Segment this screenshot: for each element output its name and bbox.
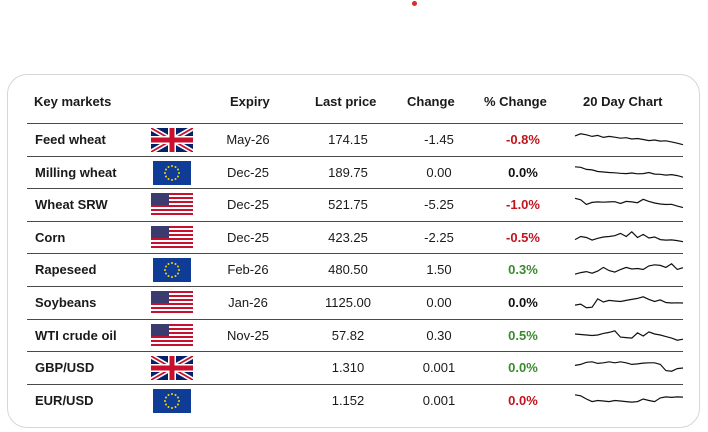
sparkline-chart — [574, 394, 684, 403]
row-divider — [27, 286, 683, 287]
eu-flag-icon — [151, 160, 193, 185]
row-divider — [27, 383, 683, 385]
header-pct-change: % Change — [484, 94, 547, 109]
header-expiry: Expiry — [230, 94, 270, 109]
table-row: Corn Dec-25 423.25 -2.25 -0.5% — [27, 220, 684, 254]
market-name: Soybeans — [35, 295, 97, 310]
sparkline-chart — [574, 165, 684, 178]
last-price-value: 174.15 — [328, 132, 368, 147]
change-value: 0.30 — [426, 327, 452, 343]
last-price-value: 480.50 — [328, 262, 368, 278]
pct-change-value: -1.0% — [506, 197, 540, 213]
row-divider — [27, 253, 683, 255]
table-row: Feed wheat May-26 174.15 -1.45 -0.8% — [27, 123, 684, 156]
table-row: EUR/USD 1.152 0.001 0.0% — [27, 383, 684, 417]
change-value: -5.25 — [424, 197, 454, 213]
change-value: 0.00 — [426, 164, 452, 180]
last-price-value: 189.75 — [328, 164, 368, 180]
table-row: Soybeans Jan-26 1125.00 0.00 0.0% — [27, 286, 684, 319]
us-flag-icon — [151, 193, 193, 218]
header-change: Change — [407, 94, 455, 109]
uk-flag-icon — [151, 356, 193, 381]
market-name: Milling wheat — [35, 164, 117, 180]
last-price-value: 1.310 — [331, 360, 365, 376]
sparkline-series — [574, 165, 684, 178]
row-divider — [27, 220, 683, 222]
market-name: EUR/USD — [35, 392, 94, 408]
pct-change-value: 0.0% — [508, 360, 538, 376]
pct-change-value: 0.0% — [508, 392, 538, 408]
pct-change-value: 0.0% — [508, 164, 538, 180]
market-name: WTI crude oil — [35, 327, 117, 343]
us-flag-icon — [151, 225, 193, 250]
sparkline-series — [574, 394, 684, 403]
sparkline-chart — [574, 230, 684, 243]
expiry-value: Feb-26 — [227, 262, 269, 278]
last-price-value: 1125.00 — [324, 295, 372, 310]
expiry-value: Dec-25 — [227, 229, 269, 245]
us-flag-icon — [151, 323, 193, 348]
table-row: Wheat SRW Dec-25 521.75 -5.25 -1.0% — [27, 188, 684, 221]
sparkline-series — [574, 361, 684, 373]
pct-change-value: -0.5% — [506, 229, 540, 245]
change-value: 0.001 — [422, 392, 456, 408]
header-key-markets: Key markets — [34, 94, 112, 109]
header-last-price: Last price — [315, 94, 377, 109]
key-markets-card: Key markets Expiry Last price Change % C… — [7, 74, 700, 428]
row-divider — [27, 351, 683, 353]
table-row: WTI crude oil Nov-25 57.82 0.30 0.5% — [27, 318, 684, 352]
pct-change-value: 0.0% — [508, 295, 538, 310]
row-divider — [27, 318, 683, 320]
uk-flag-icon — [151, 128, 193, 152]
market-name: Rapeseed — [35, 262, 97, 278]
change-value: 0.001 — [422, 360, 456, 376]
pct-change-value: -0.8% — [506, 132, 540, 147]
row-divider — [27, 123, 683, 124]
sparkline-chart — [574, 263, 684, 276]
sparkline-chart — [574, 197, 684, 209]
change-value: 0.00 — [426, 295, 452, 310]
sparkline-chart — [574, 296, 684, 309]
table-row: Rapeseed Feb-26 480.50 1.50 0.3% — [27, 253, 684, 286]
expiry-value: Jan-26 — [228, 295, 268, 310]
last-price-value: 1.152 — [331, 392, 365, 408]
expiry-value: Dec-25 — [227, 164, 269, 180]
market-name: Wheat SRW — [35, 197, 108, 213]
change-value: -2.25 — [424, 229, 454, 245]
change-value: 1.50 — [426, 262, 452, 278]
expiry-value: Nov-25 — [227, 327, 269, 343]
row-divider — [27, 188, 683, 190]
table-row: Milling wheat Dec-25 189.75 0.00 0.0% — [27, 155, 684, 189]
header-20-day-chart: 20 Day Chart — [583, 94, 663, 109]
us-flag-icon — [151, 291, 193, 315]
accent-dot — [412, 1, 417, 6]
last-price-value: 57.82 — [331, 327, 365, 343]
market-name: Corn — [35, 229, 66, 245]
pct-change-value: 0.3% — [508, 262, 538, 278]
change-value: -1.45 — [424, 132, 454, 147]
last-price-value: 521.75 — [328, 197, 368, 213]
last-price-value: 423.25 — [328, 229, 368, 245]
pct-change-value: 0.5% — [508, 327, 538, 343]
sparkline-series — [574, 263, 684, 276]
sparkline-series — [574, 329, 684, 341]
sparkline-chart — [574, 361, 684, 373]
eu-flag-icon — [151, 258, 193, 283]
expiry-value: May-26 — [226, 132, 270, 147]
sparkline-chart — [574, 133, 684, 146]
sparkline-chart — [574, 329, 684, 341]
table-row: GBP/USD 1.310 0.001 0.0% — [27, 351, 684, 384]
market-name: GBP/USD — [35, 360, 95, 376]
sparkline-series — [574, 197, 684, 209]
expiry-value: Dec-25 — [227, 197, 269, 213]
sparkline-series — [574, 133, 684, 146]
sparkline-series — [574, 230, 684, 243]
row-divider — [27, 155, 683, 157]
eu-flag-icon — [151, 388, 193, 413]
sparkline-series — [574, 296, 684, 309]
market-name: Feed wheat — [35, 132, 106, 147]
